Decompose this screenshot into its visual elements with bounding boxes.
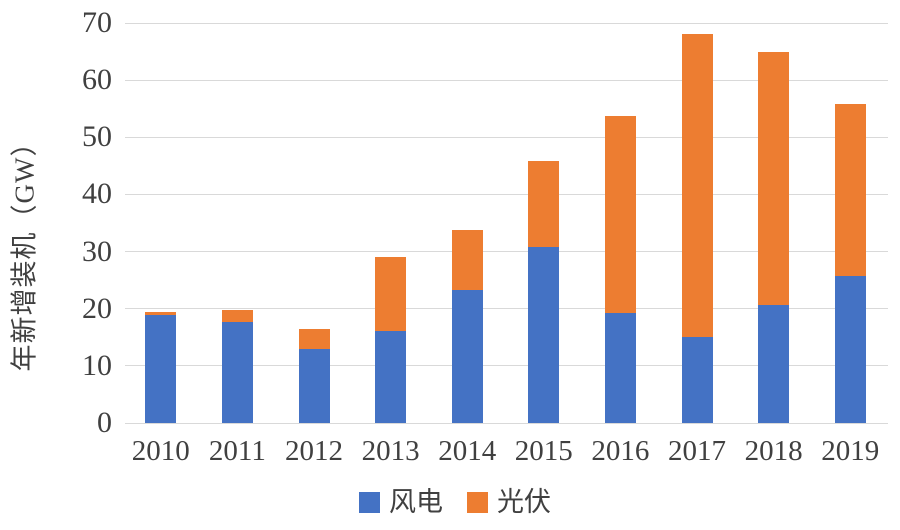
x-tick-label-2010: 2010 bbox=[131, 435, 190, 467]
gridline-60 bbox=[125, 79, 888, 81]
y-tick-label-60: 60 bbox=[82, 63, 112, 97]
y-tick-label-40: 40 bbox=[82, 177, 112, 211]
legend-label-wind: 风电 bbox=[389, 487, 443, 517]
y-tick-label-30: 30 bbox=[82, 234, 112, 268]
x-tick-label-2016: 2016 bbox=[591, 435, 650, 467]
x-tick-label-2015: 2015 bbox=[514, 435, 573, 467]
bar-segment-solar-2015 bbox=[528, 160, 560, 247]
gridline-50 bbox=[125, 136, 888, 138]
bar-segment-solar-2019 bbox=[834, 104, 866, 277]
y-tick-label-0: 0 bbox=[97, 406, 112, 439]
legend-item-solar: 光伏 bbox=[467, 488, 551, 516]
bar-segment-wind-2012 bbox=[298, 348, 330, 423]
x-tick-label-2011: 2011 bbox=[208, 435, 266, 467]
x-tick-label-2014: 2014 bbox=[438, 435, 497, 467]
bar-segment-wind-2016 bbox=[604, 312, 636, 423]
bar-segment-wind-2018 bbox=[758, 305, 790, 423]
y-tick-label-50: 50 bbox=[82, 120, 112, 154]
gridline-40 bbox=[125, 193, 888, 195]
y-tick-label-10: 10 bbox=[82, 348, 112, 382]
y-tick-label-70: 70 bbox=[82, 6, 112, 39]
y-tick-label-20: 20 bbox=[82, 291, 112, 325]
gridline-30 bbox=[125, 251, 888, 253]
bar-segment-solar-2017 bbox=[681, 33, 713, 338]
bar-segment-solar-2011 bbox=[221, 310, 253, 323]
bar-segment-wind-2014 bbox=[451, 290, 483, 423]
x-tick-label-2017: 2017 bbox=[668, 435, 726, 467]
x-tick-label-2013: 2013 bbox=[361, 435, 420, 467]
legend-label-solar: 光伏 bbox=[497, 487, 551, 517]
bar-segment-solar-2018 bbox=[758, 52, 790, 306]
gridline-0 bbox=[125, 422, 888, 424]
bar-segment-wind-2010 bbox=[145, 315, 177, 423]
x-tick-label-2019: 2019 bbox=[821, 435, 880, 467]
bar-segment-wind-2015 bbox=[528, 247, 560, 423]
gridline-10 bbox=[125, 365, 888, 367]
x-tick-label-2012: 2012 bbox=[285, 435, 343, 467]
legend-item-wind: 风电 bbox=[359, 488, 443, 516]
legend-swatch-solar bbox=[467, 491, 488, 513]
bar-segment-solar-2016 bbox=[604, 115, 636, 313]
gridline-20 bbox=[125, 308, 888, 310]
bar-segment-solar-2014 bbox=[451, 229, 483, 291]
gridline-70 bbox=[125, 22, 888, 24]
x-tick-label-2018: 2018 bbox=[744, 435, 803, 467]
bar-segment-wind-2017 bbox=[681, 337, 713, 423]
bar-segment-wind-2019 bbox=[834, 276, 866, 423]
bar-segment-solar-2010 bbox=[145, 312, 177, 315]
bar-segment-wind-2013 bbox=[375, 331, 407, 423]
bar-segment-wind-2011 bbox=[221, 322, 253, 423]
bar-segment-solar-2013 bbox=[375, 256, 407, 331]
bar-segment-solar-2012 bbox=[298, 328, 330, 349]
legend-swatch-wind bbox=[359, 491, 380, 513]
legend: 风电 光伏 bbox=[0, 488, 900, 516]
